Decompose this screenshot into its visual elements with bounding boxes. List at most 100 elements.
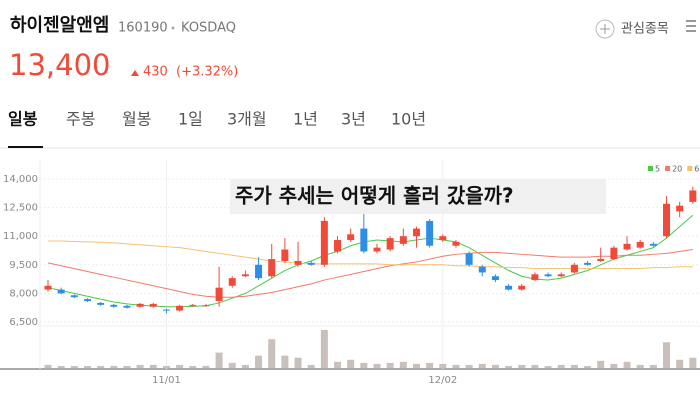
volume-bar [57, 365, 65, 368]
volume-bar [478, 363, 486, 368]
candle-body [610, 247, 618, 260]
volume-bar [676, 359, 684, 368]
tab[interactable]: 10년 [391, 110, 426, 129]
volume-bar [570, 364, 578, 368]
legend-label: 5 [655, 165, 660, 174]
y-tick-label: 11,000 [3, 231, 38, 242]
volume-bar [610, 363, 618, 368]
candle-body [110, 304, 118, 307]
volume-bar [399, 361, 407, 368]
candle-body [268, 259, 276, 277]
tab[interactable]: 1일 [178, 110, 203, 129]
volume-bar [70, 365, 78, 368]
up-arrow [131, 70, 139, 76]
volume-bar [386, 362, 394, 368]
volume-bar [189, 365, 197, 368]
legend-swatch [687, 166, 693, 171]
candle-body [531, 274, 539, 281]
candle-body [149, 303, 157, 307]
candle-body [57, 289, 65, 294]
candle-body [636, 241, 644, 248]
price: 13,400 [9, 48, 110, 82]
volume-bar [83, 365, 91, 368]
candle-body [676, 205, 684, 212]
volume-bar [347, 359, 355, 368]
annotation-box [230, 179, 606, 214]
volume-bar [241, 364, 249, 368]
tab[interactable]: 3년 [341, 110, 366, 129]
legend-swatch [648, 166, 653, 171]
candle-body [215, 287, 223, 302]
volume-bar [136, 364, 144, 368]
candle-body [465, 253, 473, 265]
tab[interactable]: 일봉 [8, 110, 38, 129]
volume-bar [689, 357, 697, 368]
tab[interactable]: 1년 [293, 110, 318, 129]
y-tick-label: 14,000 [3, 174, 38, 185]
legend-label: 60 [694, 165, 700, 174]
candle-body [360, 228, 368, 252]
legend-swatch [665, 166, 671, 171]
volume-bar [176, 364, 184, 368]
candle-body [176, 305, 184, 311]
ma-line [47, 249, 693, 298]
annotation: 주가 추세는 어떻게 흘러 갔을까? [235, 184, 514, 208]
candle-body [281, 249, 289, 261]
candle-body [202, 305, 210, 307]
tab[interactable]: 월봉 [122, 110, 151, 129]
candle-body [505, 285, 513, 290]
candle-body [649, 243, 657, 246]
watch-icon[interactable] [595, 19, 615, 39]
volume-bar [320, 330, 328, 368]
volume-bar [557, 364, 565, 368]
tab[interactable]: 주봉 [66, 110, 95, 129]
volume-bar [544, 365, 552, 368]
legend-label: 20 [672, 165, 682, 174]
menu-icon[interactable] [686, 20, 696, 32]
candle-body [83, 299, 91, 302]
candle-body [399, 236, 407, 244]
x-tick-label: 12/02 [428, 375, 457, 386]
candle-body [241, 274, 249, 277]
change: 430 [143, 65, 168, 80]
ma-line [48, 240, 693, 270]
volume-bar [360, 362, 368, 368]
stock-name: 하이젠알앤엠 [10, 15, 109, 36]
candle-body [307, 262, 315, 265]
volume-bar [202, 365, 210, 368]
tabs: 일봉 주봉 월봉 1일 3개월 1년 3년 10년 [8, 110, 426, 129]
candle-body [320, 220, 328, 265]
candle-body [386, 238, 394, 250]
candle-body [97, 302, 105, 305]
candle-body [70, 295, 78, 298]
watch-plus [600, 24, 610, 34]
candle-body [478, 266, 486, 273]
candle-body [491, 276, 499, 281]
candle-body [452, 241, 460, 246]
x-tick-label: 11/01 [152, 375, 181, 386]
volume-bar [439, 363, 447, 368]
tab[interactable]: 3개월 [227, 110, 267, 129]
volume-bar [452, 364, 460, 368]
candle-body [439, 236, 447, 241]
volume-bar [294, 357, 302, 368]
candle-body [426, 220, 434, 246]
volume-bar [215, 352, 223, 368]
watch-button[interactable]: 관심종목 [621, 22, 669, 37]
y-tick-label: 6,500 [9, 317, 38, 328]
volume-bar [465, 364, 473, 368]
volume-bar [110, 365, 118, 368]
volume-bar [334, 361, 342, 368]
volume-bar [505, 365, 513, 368]
separator-dot [171, 26, 175, 30]
y-tick-label: 12,500 [3, 203, 38, 214]
volume-bar [97, 365, 105, 368]
candle-body [44, 285, 52, 290]
candle-body [597, 259, 605, 261]
volume-bar [162, 365, 170, 368]
volume-bar [597, 360, 605, 368]
candle-body [570, 264, 578, 273]
candle-body [689, 190, 697, 202]
volume-bar [307, 364, 315, 368]
